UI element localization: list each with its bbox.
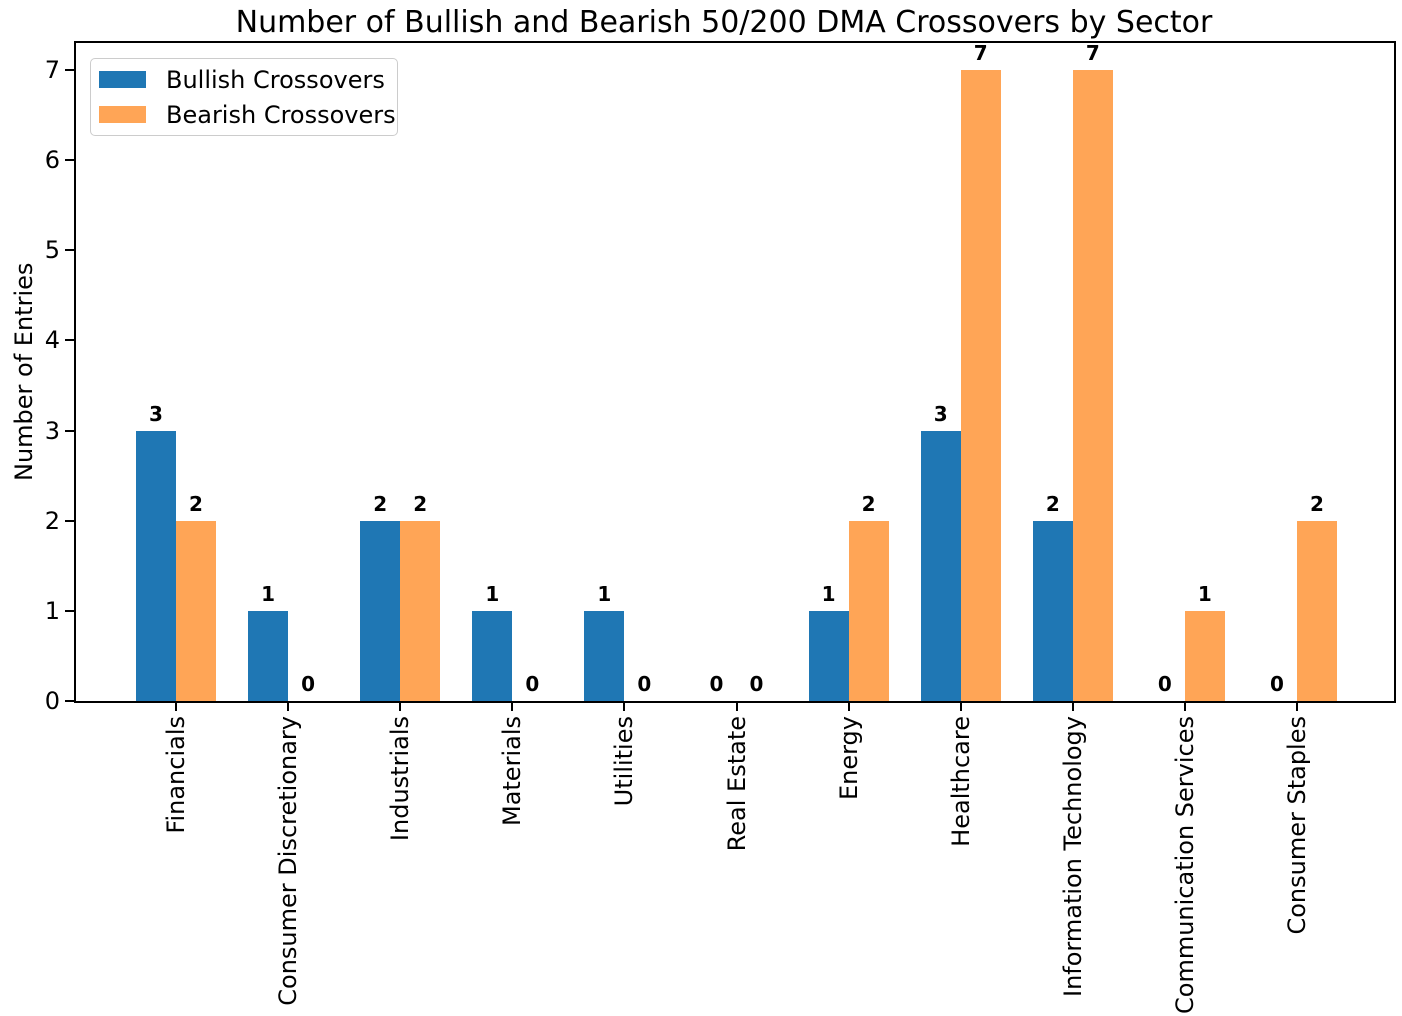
x-tick-label: Energy <box>834 716 863 801</box>
y-tick-label: 2 <box>44 506 60 535</box>
y-tick <box>65 429 74 432</box>
x-tick <box>399 703 402 711</box>
y-tick-label: 1 <box>44 596 60 625</box>
x-tick <box>1071 703 1074 711</box>
y-tick <box>65 609 74 612</box>
legend-label-bearish: Bearish Crossovers <box>166 100 396 129</box>
bar-bearish <box>1297 520 1337 701</box>
legend-swatch-bearish <box>99 106 146 123</box>
bar-bearish <box>1072 70 1113 701</box>
y-tick <box>65 700 74 702</box>
y-tick <box>65 519 74 522</box>
bar-bullish <box>248 610 289 701</box>
legend-item-bearish: Bearish Crossovers <box>99 98 397 131</box>
y-tick-label: 5 <box>44 236 60 265</box>
bar-value-label: 7 <box>973 41 988 66</box>
bar-value-label: 0 <box>709 672 724 696</box>
x-tick <box>735 703 738 711</box>
y-tick-label: 0 <box>44 687 60 715</box>
legend: Bullish Crossovers Bearish Crossovers <box>90 58 398 136</box>
bar-bullish <box>584 610 625 701</box>
bar-value-label: 3 <box>933 401 948 426</box>
y-tick <box>65 249 74 252</box>
x-tick <box>175 703 177 711</box>
y-tick <box>65 159 74 162</box>
chart-title: Number of Bullish and Bearish 50/200 DMA… <box>235 5 1213 40</box>
bar-value-label: 1 <box>597 581 612 606</box>
bar-bearish <box>400 520 441 701</box>
bar-value-label: 2 <box>861 491 876 516</box>
bar-bearish <box>1184 610 1225 701</box>
y-tick-label: 4 <box>44 326 60 355</box>
x-tick <box>511 703 514 711</box>
legend-swatch-bullish <box>99 71 146 88</box>
bar-value-label: 7 <box>1085 41 1100 66</box>
bar-value-label: 0 <box>1270 672 1284 696</box>
bar-value-label: 1 <box>821 581 836 606</box>
y-tick-label: 3 <box>44 416 60 445</box>
bar-value-label: 2 <box>413 491 428 516</box>
bar-value-label: 2 <box>189 491 203 516</box>
bar-value-label: 1 <box>261 581 276 606</box>
x-tick <box>287 703 290 711</box>
bar-bearish <box>960 70 1001 701</box>
y-tick-label: 7 <box>44 56 60 85</box>
x-tick-label: Information Technology <box>1058 716 1087 997</box>
x-tick <box>1183 703 1186 711</box>
x-tick-label: Consumer Staples <box>1283 716 1311 935</box>
x-tick <box>1296 703 1298 711</box>
bar-value-label: 0 <box>1157 672 1172 696</box>
bar-value-label: 0 <box>525 672 540 696</box>
y-tick <box>65 69 74 72</box>
bar-value-label: 0 <box>749 672 764 696</box>
bar-bullish <box>472 610 513 701</box>
legend-item-bullish: Bullish Crossovers <box>99 63 397 96</box>
x-tick-label: Healthcare <box>946 716 975 847</box>
bar-bullish <box>920 430 961 701</box>
bar-bearish <box>848 520 889 701</box>
bar-value-label: 2 <box>1310 491 1324 516</box>
bar-value-label: 1 <box>1197 581 1212 606</box>
x-tick-label: Financials <box>162 716 190 834</box>
bar-value-label: 2 <box>373 491 388 516</box>
bar-bullish <box>360 520 401 701</box>
y-tick <box>65 339 74 342</box>
plot-inner: 0 1 2 3 4 5 6 7 Financials 3 2 Consumer Discretiona… <box>45 41 1393 1014</box>
bar-value-label: 1 <box>485 581 500 606</box>
bar-value-label: 2 <box>1045 491 1060 516</box>
x-tick-label: Real Estate <box>722 716 751 852</box>
bar-bearish <box>176 520 216 701</box>
bar-value-label: 0 <box>301 672 316 696</box>
x-tick-label: Industrials <box>386 716 415 842</box>
legend-label-bullish: Bullish Crossovers <box>166 65 385 94</box>
bar-bullish <box>1032 520 1073 701</box>
x-tick-label: Communication Services <box>1170 716 1199 1014</box>
y-tick-label: 6 <box>44 146 60 175</box>
bar-bullish <box>136 430 176 701</box>
x-tick-label: Utilities <box>610 716 639 807</box>
x-tick <box>623 703 626 711</box>
plot-area <box>74 41 1396 703</box>
bar-bullish <box>808 610 849 701</box>
x-tick-label: Consumer Discretionary <box>274 716 303 1006</box>
x-tick <box>959 703 962 711</box>
bar-value-label: 0 <box>637 672 652 696</box>
x-tick <box>847 703 850 711</box>
bar-value-label: 3 <box>149 401 163 426</box>
x-tick-label: Materials <box>498 716 527 827</box>
